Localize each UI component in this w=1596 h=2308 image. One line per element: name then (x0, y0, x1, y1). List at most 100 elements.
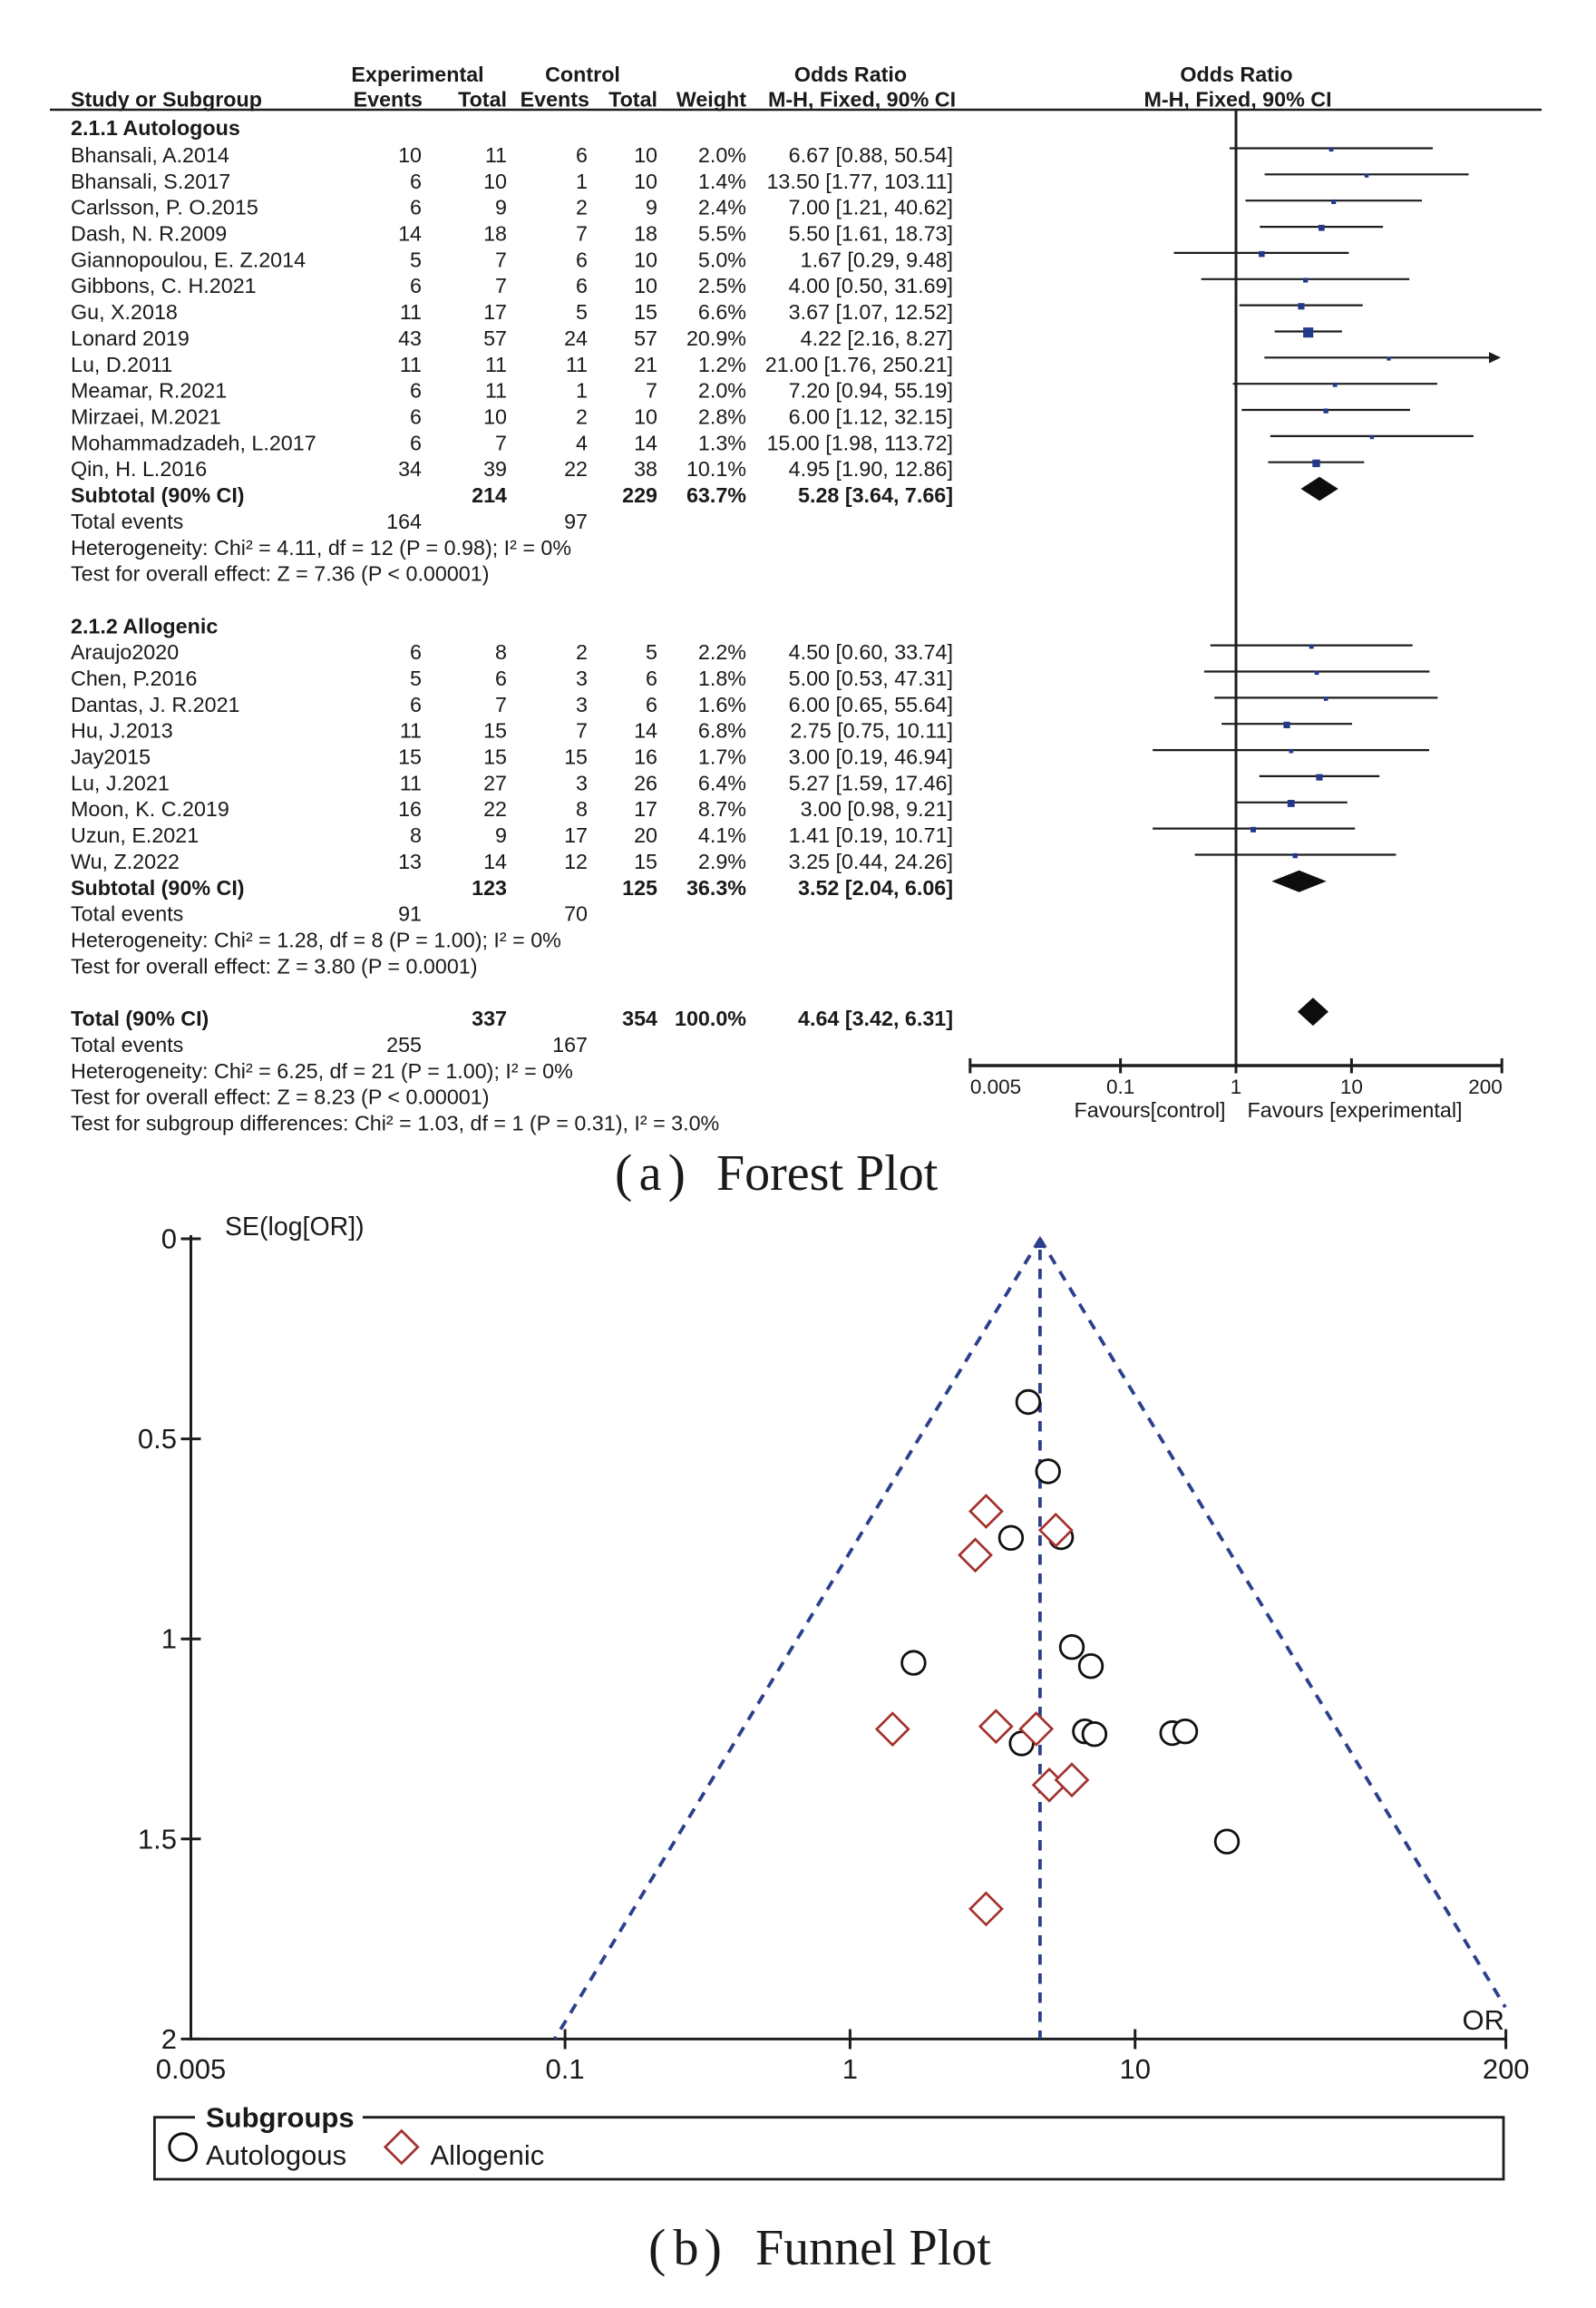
svg-text:3.67 [1.07, 12.52]: 3.67 [1.07, 12.52] (789, 300, 953, 324)
svg-text:Chen, P.2016: Chen, P.2016 (71, 667, 197, 690)
svg-text:15: 15 (483, 719, 507, 743)
svg-text:0.005: 0.005 (970, 1076, 1021, 1098)
svg-text:Carlsson, P. O.2015: Carlsson, P. O.2015 (71, 196, 258, 219)
svg-text:OR: OR (1463, 2004, 1505, 2036)
svg-text:Uzun, E.2021: Uzun, E.2021 (71, 823, 199, 847)
svg-text:27: 27 (483, 771, 507, 794)
svg-text:5.50 [1.61, 18.73]: 5.50 [1.61, 18.73] (789, 222, 953, 246)
svg-text:2.2%: 2.2% (698, 640, 746, 664)
svg-text:11: 11 (485, 379, 507, 403)
svg-text:24: 24 (564, 326, 588, 350)
svg-text:14: 14 (634, 719, 657, 743)
svg-text:6: 6 (410, 379, 422, 403)
svg-text:6: 6 (410, 196, 422, 219)
svg-text:7: 7 (495, 248, 507, 271)
svg-text:Total events: Total events (71, 902, 183, 926)
svg-text:Total events: Total events (71, 1033, 183, 1057)
svg-text:21.00 [1.76, 250.21]: 21.00 [1.76, 250.21] (765, 353, 953, 376)
svg-text:100.0%: 100.0% (675, 1007, 746, 1030)
svg-text:6: 6 (410, 405, 422, 429)
svg-text:6: 6 (576, 143, 588, 167)
svg-text:10: 10 (398, 143, 422, 167)
svg-text:Bhansali, A.2014: Bhansali, A.2014 (71, 143, 229, 167)
svg-text:10: 10 (634, 170, 657, 193)
svg-text:34: 34 (398, 457, 422, 481)
svg-text:Odds Ratio: Odds Ratio (794, 63, 907, 86)
svg-text:(: ( (648, 2218, 666, 2277)
svg-text:3: 3 (576, 771, 588, 794)
svg-text:6: 6 (410, 640, 422, 664)
svg-text:1.6%: 1.6% (698, 693, 746, 716)
svg-text:(: ( (615, 1144, 632, 1203)
svg-text:Subtotal (90% CI): Subtotal (90% CI) (71, 876, 245, 900)
svg-text:7.20 [0.94, 55.19]: 7.20 [0.94, 55.19] (789, 379, 953, 403)
svg-text:4.95 [1.90, 12.86]: 4.95 [1.90, 12.86] (789, 457, 953, 481)
svg-text:15: 15 (483, 745, 507, 769)
svg-text:Araujo2020: Araujo2020 (71, 640, 179, 664)
svg-text:4.50 [0.60, 33.74]: 4.50 [0.60, 33.74] (789, 640, 953, 664)
svg-text:4.1%: 4.1% (698, 823, 746, 847)
svg-text:0.5: 0.5 (138, 1423, 177, 1455)
svg-text:6.00 [0.65, 55.64]: 6.00 [0.65, 55.64] (789, 693, 953, 716)
svg-text:10: 10 (483, 170, 507, 193)
svg-text:Gu, X.2018: Gu, X.2018 (71, 300, 178, 324)
svg-text:Hu, J.2013: Hu, J.2013 (71, 719, 173, 743)
svg-text:214: 214 (472, 483, 507, 507)
svg-text:7: 7 (495, 693, 507, 716)
svg-text:17: 17 (634, 797, 657, 821)
svg-text:229: 229 (622, 483, 657, 507)
svg-text:10: 10 (1340, 1076, 1363, 1098)
svg-text:11: 11 (566, 353, 588, 376)
svg-text:Funnel Plot: Funnel Plot (755, 2220, 991, 2276)
svg-text:2.4%: 2.4% (698, 196, 746, 219)
svg-text:10: 10 (634, 248, 657, 271)
svg-text:91: 91 (398, 902, 422, 926)
svg-text:1: 1 (576, 379, 588, 403)
svg-text:11: 11 (400, 719, 422, 743)
svg-text:Test for overall effect: Z = 8: Test for overall effect: Z = 8.23 (P < 0… (71, 1086, 489, 1109)
svg-text:2.5%: 2.5% (698, 274, 746, 297)
svg-text:337: 337 (472, 1007, 507, 1030)
svg-text:9: 9 (646, 196, 657, 219)
svg-text:14: 14 (634, 431, 657, 454)
svg-text:15: 15 (564, 745, 588, 769)
svg-text:a: a (639, 1145, 662, 1202)
svg-text:5: 5 (576, 300, 588, 324)
svg-text:SE(log[OR]): SE(log[OR]) (225, 1212, 365, 1242)
svg-text:Events: Events (354, 88, 423, 112)
svg-text:14: 14 (483, 850, 507, 873)
svg-text:10: 10 (634, 405, 657, 429)
svg-text:Mohammadzadeh, L.2017: Mohammadzadeh, L.2017 (71, 431, 316, 454)
svg-text:17: 17 (564, 823, 588, 847)
svg-text:3.00 [0.19, 46.94]: 3.00 [0.19, 46.94] (789, 745, 953, 769)
svg-text:4.22 [2.16, 8.27]: 4.22 [2.16, 8.27] (801, 326, 953, 350)
svg-text:21: 21 (634, 353, 657, 376)
svg-text:4.64 [3.42, 6.31]: 4.64 [3.42, 6.31] (798, 1007, 953, 1030)
svg-text:Gibbons, C. H.2021: Gibbons, C. H.2021 (71, 274, 257, 297)
svg-text:10: 10 (1119, 2053, 1150, 2085)
svg-text:8.7%: 8.7% (698, 797, 746, 821)
svg-text:6: 6 (410, 693, 422, 716)
svg-text:12: 12 (564, 850, 588, 873)
svg-text:Favours[control]: Favours[control] (1074, 1098, 1225, 1122)
svg-text:36.3%: 36.3% (686, 876, 746, 900)
svg-text:8: 8 (576, 797, 588, 821)
svg-text:8: 8 (410, 823, 422, 847)
svg-text:1: 1 (842, 2053, 858, 2085)
svg-text:Total events: Total events (71, 510, 183, 533)
svg-text:13: 13 (398, 850, 422, 873)
svg-text:Events: Events (521, 88, 589, 112)
svg-text:11: 11 (400, 353, 422, 376)
svg-text:1.2%: 1.2% (698, 353, 746, 376)
svg-text:0: 0 (161, 1223, 177, 1255)
svg-text:Qin, H. L.2016: Qin, H. L.2016 (71, 457, 207, 481)
svg-text:1: 1 (161, 1623, 177, 1655)
svg-text:7: 7 (576, 719, 588, 743)
svg-text:9: 9 (495, 823, 507, 847)
svg-text:6.8%: 6.8% (698, 719, 746, 743)
svg-text:2.0%: 2.0% (698, 143, 746, 167)
svg-text:1.7%: 1.7% (698, 745, 746, 769)
svg-text:97: 97 (564, 510, 588, 533)
svg-text:Total: Total (458, 88, 507, 112)
svg-text:3.52 [2.04, 6.06]: 3.52 [2.04, 6.06] (798, 876, 953, 900)
